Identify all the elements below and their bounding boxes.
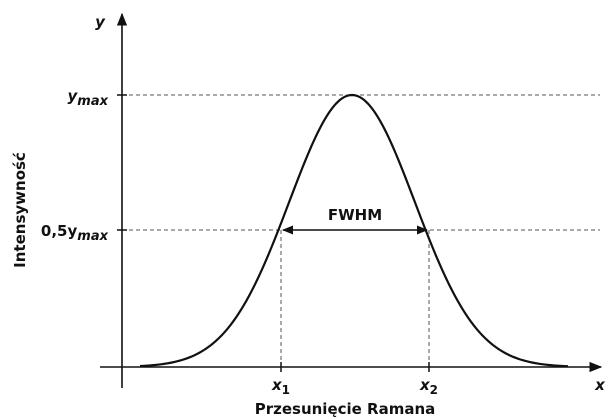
- level-label: ymax: [68, 87, 109, 109]
- level-sub: max: [77, 94, 108, 109]
- level-base: 0,5y: [41, 222, 78, 240]
- level-label: 0,5ymax: [41, 222, 109, 244]
- x-title: Przesunięcie Ramana: [255, 400, 436, 418]
- level-base: y: [68, 87, 79, 105]
- point-base: x: [419, 376, 431, 394]
- point-base: x: [271, 376, 283, 394]
- peak-curve: [139, 93, 569, 368]
- point-sub: 2: [430, 383, 438, 397]
- point-sub: 1: [282, 383, 290, 397]
- point-label: x2: [419, 376, 438, 397]
- fwhm-label: FWHM: [328, 206, 382, 224]
- level-sub: max: [77, 229, 108, 244]
- y-axis-label: y: [95, 13, 106, 31]
- point-label: x1: [271, 376, 290, 397]
- y-title: Intensywność: [11, 152, 29, 268]
- x-axis-label: x: [594, 376, 606, 394]
